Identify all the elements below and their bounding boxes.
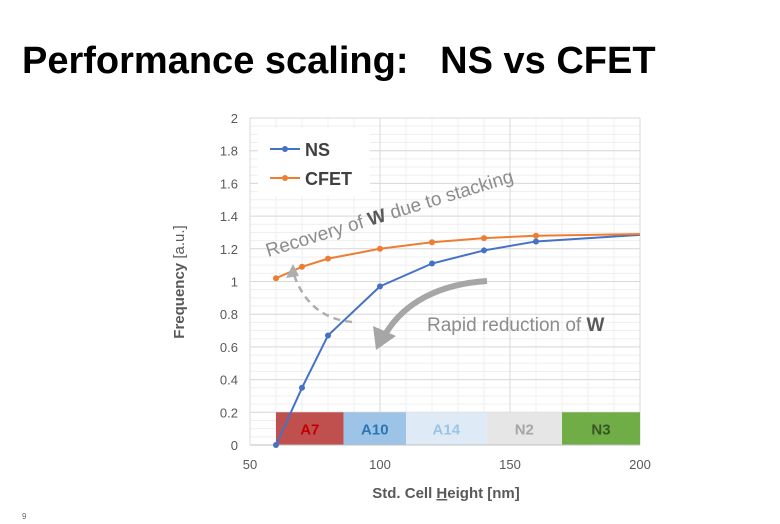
- y-tick-label: 0.8: [220, 307, 238, 322]
- legend-ns-marker: [282, 146, 288, 152]
- node-label-a14: A14: [433, 422, 461, 439]
- recovery-arrow-line: [291, 271, 353, 324]
- series-ns-point: [481, 247, 487, 254]
- rapid-reduction-arrow-line: [383, 278, 488, 335]
- series-cfet-point: [299, 263, 305, 270]
- series-cfet-point: [377, 245, 383, 252]
- legend-box: [258, 128, 370, 196]
- y-tick-label: 0.4: [220, 373, 238, 388]
- y-tick-label: 2: [231, 111, 238, 126]
- series-cfet-point: [481, 235, 487, 242]
- recovery-arrow-head: [286, 264, 299, 278]
- node-band-a14: [406, 412, 487, 445]
- x-tick-label: 100: [369, 457, 391, 472]
- y-tick-label: 0.6: [220, 340, 238, 355]
- slide-title: Performance scaling: NS vs CFET: [22, 40, 656, 82]
- y-tick-label: 1.2: [220, 242, 238, 257]
- x-tick-label: 50: [243, 457, 257, 472]
- node-band-a10: [343, 412, 406, 445]
- x-tick-label: 200: [629, 457, 651, 472]
- node-label-a10: A10: [361, 422, 389, 439]
- legend-cfet-label: CFET: [305, 169, 352, 189]
- y-tick-label: 1.4: [220, 209, 238, 224]
- legend-ns-label: NS: [305, 140, 330, 160]
- y-tick-label: 1: [231, 275, 238, 290]
- x-axis-title: Std. Cell Height [nm]: [372, 485, 520, 502]
- y-tick-label: 1.8: [220, 144, 238, 159]
- y-tick-label: 0.2: [220, 405, 238, 420]
- node-label-a7: A7: [300, 422, 319, 439]
- y-axis-title: Frequency [a.u.]: [171, 225, 188, 338]
- series-ns-line: [275, 233, 641, 446]
- y-tick-label: 1.6: [220, 176, 238, 191]
- series-cfet-point: [429, 239, 435, 246]
- node-label-n2: N2: [515, 422, 534, 439]
- y-tick-label: 0: [231, 438, 238, 453]
- x-tick-label: 150: [499, 457, 521, 472]
- series-cfet-point: [325, 255, 331, 262]
- rapid-reduction-arrow-head: [373, 326, 396, 350]
- rapid-reduction-annotation: Rapid reduction of W: [427, 315, 605, 336]
- chart-legend: NS CFET: [258, 128, 370, 196]
- series-ns-point: [273, 442, 279, 448]
- page-number: 9: [22, 512, 27, 521]
- series-cfet-line: [275, 233, 641, 280]
- node-label-n3: N3: [591, 422, 610, 439]
- node-band-a7: [276, 412, 344, 445]
- series-cfet-point: [273, 275, 279, 282]
- series-ns-point: [429, 260, 435, 267]
- legend-cfet-marker: [282, 175, 288, 181]
- node-bands: A7 A10 A14 N2 N3: [276, 412, 640, 445]
- node-band-n3: [562, 412, 640, 445]
- chart-axes: 0 0.2 0.4 0.6 0.8 1 1.2 1.4 1.6 1.8 2 50 100 150 200: [220, 111, 651, 472]
- series-ns-point: [533, 238, 539, 245]
- series-ns-point: [377, 283, 383, 290]
- series-ns-point: [299, 384, 305, 391]
- chart-series: [273, 232, 641, 448]
- series-ns-point: [325, 332, 331, 339]
- node-band-n2: [486, 412, 562, 445]
- series-cfet-point: [533, 232, 539, 239]
- annotation-arrows: [286, 264, 488, 350]
